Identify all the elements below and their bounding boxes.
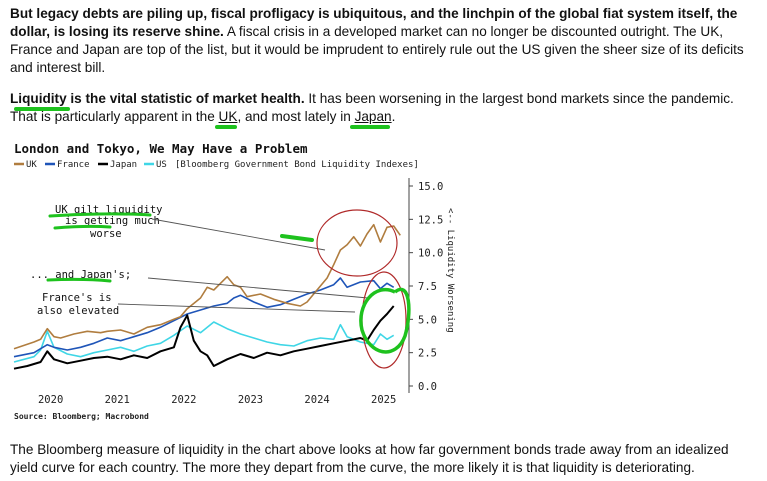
intro-text: A fiscal crisis in a developed market ca… [10, 24, 744, 75]
series-line-japan [13, 305, 395, 370]
intro-bold-text: But legacy debts are piling up, fiscal p… [10, 6, 738, 39]
green-mark-uk [280, 234, 314, 242]
liquidity-text-c: . [391, 109, 396, 124]
y-tick-label: 10.0 [418, 248, 443, 260]
y-tick-label: 15.0 [418, 181, 443, 193]
chart-title: London and Tokyo, We May Have a Problem [14, 141, 308, 156]
x-tick-label: 2021 [105, 394, 130, 406]
annotation-france-line2: also elevated [37, 305, 119, 317]
green-underline-uk-2 [53, 224, 112, 230]
annotation-france-line1: France's is [42, 292, 112, 304]
y-axis-label: <-- Liquidity Worsening [445, 208, 455, 333]
x-tick-label: 2023 [238, 394, 263, 406]
highlight-mark [215, 125, 237, 129]
liquidity-bold-text: Liquidity is the vital statistic of mark… [10, 91, 305, 106]
red-circle-uk [316, 209, 398, 277]
explanation-paragraph: The Bloomberg measure of liquidity in th… [10, 441, 755, 477]
legend-japan: Japan [110, 160, 137, 170]
annotation-pointer-japan [147, 277, 369, 299]
legend-us: US [156, 160, 167, 170]
chart-legend: UK France Japan US [Bloomberg Government… [14, 160, 419, 170]
x-axis-ticks: 2020 2021 2022 2023 2024 2025 [38, 394, 396, 406]
chart-series [13, 223, 401, 370]
x-tick-label: 2020 [38, 394, 63, 406]
y-axis-ticks: 15.0 12.5 10.0 7.5 5.0 2.5 0.0 [409, 181, 443, 393]
legend-france: France [57, 160, 90, 170]
series-line-france [13, 277, 395, 358]
chart-source: Source: Bloomberg; Macrobond [14, 412, 149, 421]
annotation-uk-line3: worse [90, 228, 122, 240]
x-tick-label: 2024 [304, 394, 329, 406]
y-tick-label: 12.5 [418, 214, 443, 226]
series-line-uk [13, 223, 401, 350]
liquidity-text-b: , and most lately in [237, 109, 355, 124]
annotation-uk-line2: is getting much [65, 215, 160, 227]
annotation-pointer-france [117, 303, 356, 313]
x-tick-label: 2025 [371, 394, 396, 406]
explanation-text: The Bloomberg measure of liquidity in th… [10, 442, 729, 475]
green-underline-japan [46, 277, 112, 283]
legend-description: [Bloomberg Government Bond Liquidity Ind… [175, 160, 419, 170]
liquidity-text-a: It has been worsening in the largest bon… [10, 91, 734, 124]
x-tick-label: 2022 [171, 394, 196, 406]
green-underline-uk [48, 212, 152, 218]
green-circle-japan [359, 287, 411, 354]
intro-paragraph: But legacy debts are piling up, fiscal p… [10, 5, 755, 77]
y-tick-label: 0.0 [418, 381, 437, 393]
y-tick-label: 7.5 [418, 281, 437, 293]
series-line-us [13, 321, 395, 363]
chart-annotations: UK gilt liquidity is getting much worse … [30, 204, 162, 317]
legend-uk: UK [26, 160, 37, 170]
y-tick-label: 2.5 [418, 348, 437, 360]
highlight-mark [350, 125, 390, 129]
liquidity-chart: London and Tokyo, We May Have a Problem … [13, 141, 455, 421]
liquidity-paragraph: Liquidity is the vital statistic of mark… [10, 90, 755, 126]
highlight-mark [14, 107, 70, 111]
japan-link[interactable]: Japan [354, 109, 392, 124]
uk-link[interactable]: UK [218, 109, 238, 124]
y-tick-label: 5.0 [418, 314, 437, 326]
annotation-pointer-uk [151, 218, 326, 251]
annotation-japan: ... and Japan's; [30, 269, 131, 281]
